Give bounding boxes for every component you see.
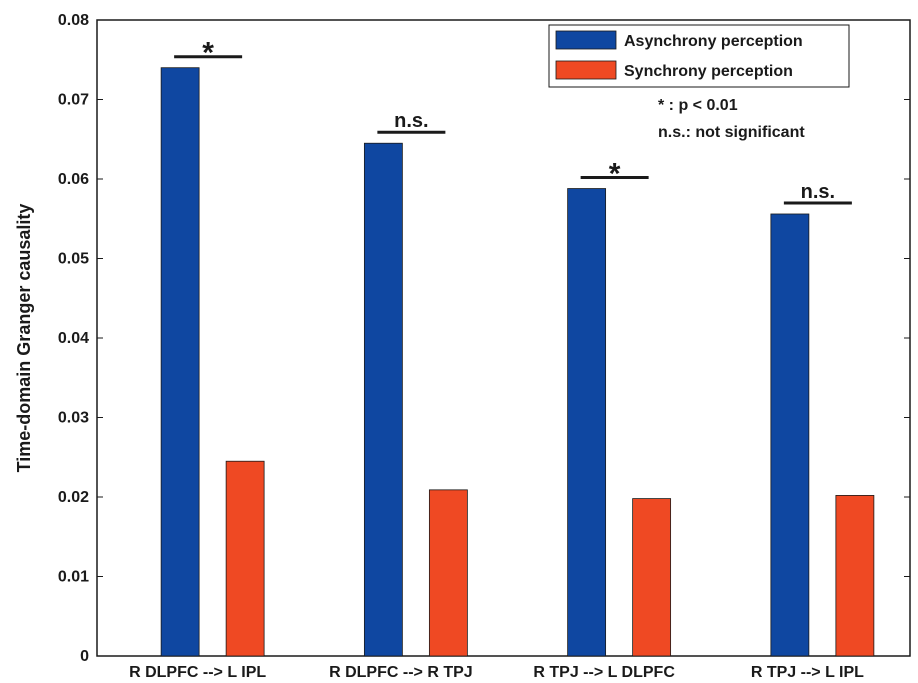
y-tick-label: 0.06 [58,171,89,188]
significance-label: * [609,158,621,191]
y-tick-label: 0.03 [58,410,89,427]
x-axis-ticks: R DLPFC --> L IPL R DLPFC --> R TPJ R TPJ … [129,664,864,681]
legend: Asynchrony perception Synchrony percepti… [548,24,850,88]
y-tick-label: 0.07 [58,92,89,109]
y-axis-ticks: 0 0.01 0.02 0.03 0.04 0.05 0.06 0.07 0.08 [58,12,910,665]
y-axis-title: Time-domain Granger causality [14,204,34,473]
legend-label-synchrony: Synchrony perception [624,63,793,80]
legend-label-asynchrony: Asynchrony perception [624,33,803,50]
note-not-significant: n.s.: not significant [658,124,805,141]
bar-series [160,67,875,657]
y-tick-label: 0.01 [58,569,89,586]
note-p-value: * : p < 0.01 [658,97,738,114]
x-tick-label: R DLPFC --> R TPJ [329,664,473,681]
legend-swatch-asynchrony [555,30,617,50]
bar-synchrony [428,489,468,657]
significance-label: n.s. [801,181,835,203]
y-tick-label: 0 [80,648,89,665]
legend-swatch-synchrony [555,60,617,80]
x-tick-label: R TPJ --> L IPL [751,664,864,681]
bar-asynchrony [567,188,607,657]
bar-synchrony [835,495,875,657]
significance-markers: * n.s. * n.s. [174,37,852,205]
bar-asynchrony [160,67,200,657]
y-tick-label: 0.04 [58,330,89,347]
x-tick-label: R DLPFC --> L IPL [129,664,266,681]
significance-label: n.s. [394,110,428,132]
bar-asynchrony [770,213,810,657]
y-tick-label: 0.05 [58,251,89,268]
significance-label: * [202,37,214,70]
bar-asynchrony [363,142,403,657]
y-tick-label: 0.08 [58,12,89,29]
significance-notes: * : p < 0.01 n.s.: not significant [658,97,805,141]
bar-synchrony [632,498,672,657]
bar-synchrony [225,460,265,657]
y-tick-label: 0.02 [58,489,89,506]
x-tick-label: R TPJ --> L DLPFC [533,664,675,681]
